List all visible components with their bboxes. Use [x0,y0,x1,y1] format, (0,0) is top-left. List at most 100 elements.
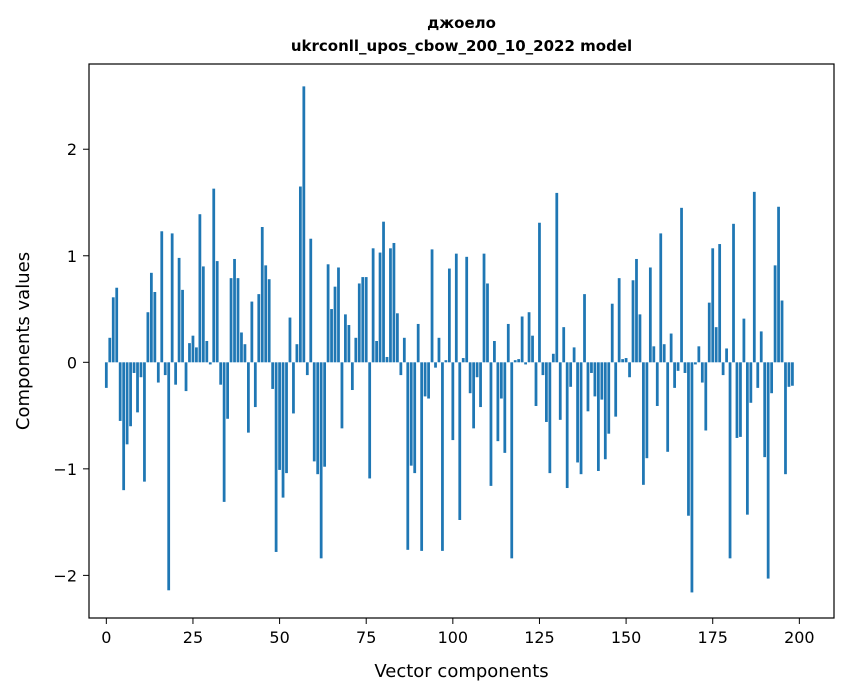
bar-192 [770,362,774,394]
bar-184 [742,318,746,363]
x-tick-label: 200 [784,628,815,647]
bar-102 [458,362,462,520]
bar-120 [520,316,524,363]
bar-141 [593,362,597,397]
bar-8 [132,362,136,373]
bar-43 [253,362,257,408]
bar-176 [714,327,718,363]
bar-11 [143,362,146,482]
bar-83 [392,242,396,363]
bar-77 [371,248,375,363]
bar-135 [572,347,576,363]
bar-110 [486,283,489,363]
bar-51 [281,362,285,498]
bar-52 [285,362,288,474]
bar-182 [735,362,739,438]
bar-18 [167,362,171,591]
bar-37 [233,258,236,363]
bar-25 [191,335,195,363]
bar-34 [222,362,226,502]
bar-105 [468,362,472,394]
bar-106 [472,362,476,429]
bars-group [104,86,794,593]
bar-149 [621,359,625,363]
bar-90 [416,323,420,363]
bar-62 [319,362,323,559]
bar-98 [444,360,448,363]
bar-162 [666,362,670,452]
bar-29 [205,341,209,363]
bar-112 [493,341,496,363]
bar-124 [534,362,538,406]
bar-27 [198,214,202,363]
bar-170 [694,362,697,365]
bar-119 [517,359,521,363]
bar-158 [652,346,656,363]
bar-58 [305,362,309,376]
bar-6 [125,362,129,445]
y-tick-label: 0 [67,353,77,372]
bar-118 [513,360,517,363]
bar-100 [451,362,455,441]
bar-143 [600,362,604,400]
bar-56 [298,186,302,363]
bar-125 [538,222,541,363]
x-tick-label: 175 [697,628,728,647]
y-axis-label: Components values [13,252,34,430]
bar-42 [250,301,254,363]
bar-33 [219,362,223,385]
bar-12 [146,312,150,363]
x-tick-label: 100 [438,628,469,647]
bar-94 [430,249,434,363]
bar-146 [610,303,614,363]
bar-167 [683,362,687,373]
bar-92 [423,362,427,397]
bar-28 [201,266,205,363]
bar-185 [745,362,749,515]
bar-154 [638,314,642,363]
bar-57 [302,86,306,363]
bar-140 [590,362,593,373]
bar-181 [732,223,735,363]
bar-97 [441,362,444,551]
bar-177 [718,244,722,363]
bar-153 [635,258,638,363]
bar-197 [787,362,791,387]
bar-156 [645,362,649,459]
bar-129 [551,353,555,363]
bar-139 [586,362,590,412]
bar-122 [527,312,531,363]
bar-130 [555,192,559,363]
bar-166 [680,207,683,363]
bar-104 [465,256,469,363]
bar-189 [759,331,763,363]
y-tick-label: −2 [53,566,77,585]
bar-54 [292,362,295,414]
bar-157 [648,267,652,363]
bar-80 [382,221,385,363]
bar-152 [631,280,635,363]
bar-59 [309,238,313,363]
bar-138 [583,294,586,363]
bar-196 [784,362,787,475]
bar-21 [177,257,181,363]
y-tick-label: 1 [67,247,77,266]
x-tick-label: 150 [611,628,642,647]
bar-50 [278,362,281,470]
bar-84 [396,313,399,363]
x-tick-label: 25 [183,628,203,647]
bar-87 [406,362,410,550]
bar-35 [226,362,229,419]
bar-1 [108,337,112,363]
bar-101 [454,253,458,363]
bar-145 [607,362,611,434]
bar-76 [368,362,372,479]
bar-144 [603,362,607,460]
bar-4 [118,362,122,421]
bar-169 [690,362,694,593]
x-tick-label: 75 [356,628,376,647]
bar-65 [330,309,333,363]
bar-75 [364,277,368,363]
bar-36 [229,278,233,363]
